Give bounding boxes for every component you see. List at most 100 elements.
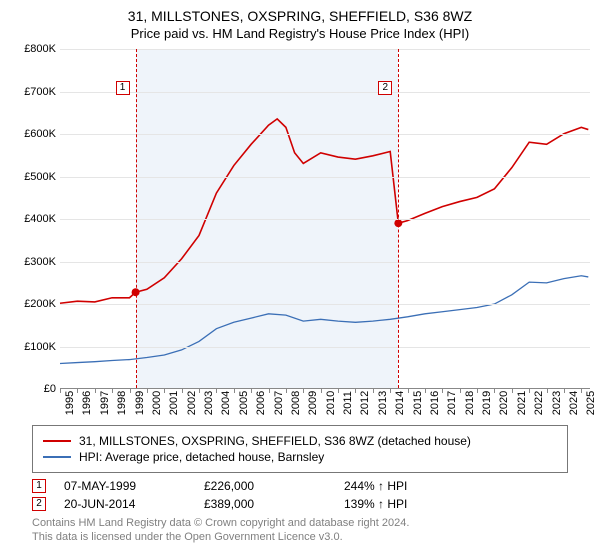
x-tick (564, 389, 565, 393)
x-tick (581, 389, 582, 393)
x-tick (77, 389, 78, 393)
event-vline (398, 49, 399, 388)
x-tick (199, 389, 200, 393)
x-tick-label: 2003 (203, 391, 215, 415)
x-tick (130, 389, 131, 393)
x-tick-label: 2001 (168, 391, 180, 415)
legend-swatch (43, 440, 71, 442)
series-hpi (60, 276, 588, 364)
x-tick (494, 389, 495, 393)
x-tick (147, 389, 148, 393)
x-tick-label: 2019 (481, 391, 493, 415)
y-tick-label: £100K (24, 341, 56, 353)
x-tick (216, 389, 217, 393)
gridline-h (60, 219, 590, 220)
gridline-h (60, 49, 590, 50)
x-tick (60, 389, 61, 393)
x-tick (112, 389, 113, 393)
x-tick (338, 389, 339, 393)
y-tick-label: £400K (24, 213, 56, 225)
x-tick-label: 2024 (568, 391, 580, 415)
x-tick-label: 2005 (238, 391, 250, 415)
x-tick (286, 389, 287, 393)
chart-title: 31, MILLSTONES, OXSPRING, SHEFFIELD, S36… (0, 8, 600, 24)
chart-area: £0£100K£200K£300K£400K£500K£600K£700K£80… (10, 49, 590, 419)
x-tick (373, 389, 374, 393)
transaction-delta: 244% ↑ HPI (344, 479, 484, 493)
x-tick-label: 2014 (394, 391, 406, 415)
x-tick (321, 389, 322, 393)
y-tick-label: £700K (24, 86, 56, 98)
x-tick (234, 389, 235, 393)
x-tick (269, 389, 270, 393)
y-tick-label: £800K (24, 43, 56, 55)
gridline-h (60, 304, 590, 305)
gridline-h (60, 92, 590, 93)
marker-label: 1 (116, 81, 130, 95)
x-tick (460, 389, 461, 393)
x-tick (355, 389, 356, 393)
transaction-date: 07-MAY-1999 (64, 479, 204, 493)
x-tick-label: 2017 (446, 391, 458, 415)
x-tick (512, 389, 513, 393)
gridline-h (60, 262, 590, 263)
series-property (60, 119, 588, 303)
y-tick-label: £200K (24, 298, 56, 310)
x-tick (529, 389, 530, 393)
x-tick-label: 2008 (290, 391, 302, 415)
x-tick (390, 389, 391, 393)
transaction-date: 20-JUN-2014 (64, 497, 204, 511)
x-tick-label: 2016 (429, 391, 441, 415)
event-vline (136, 49, 137, 388)
x-tick-label: 2020 (498, 391, 510, 415)
x-tick (425, 389, 426, 393)
x-tick-label: 2021 (516, 391, 528, 415)
x-tick-label: 2013 (377, 391, 389, 415)
x-tick (251, 389, 252, 393)
x-tick (408, 389, 409, 393)
x-tick-label: 2015 (412, 391, 424, 415)
x-tick-label: 1998 (116, 391, 128, 415)
x-tick-label: 2011 (342, 391, 354, 415)
x-tick (303, 389, 304, 393)
transaction-delta: 139% ↑ HPI (344, 497, 484, 511)
legend-item: HPI: Average price, detached house, Barn… (43, 450, 557, 464)
x-tick (442, 389, 443, 393)
y-tick-label: £300K (24, 256, 56, 268)
transaction-row: 1 07-MAY-1999£226,000244% ↑ HPI (32, 479, 568, 493)
transaction-marker: 2 (32, 497, 46, 511)
x-tick-label: 2000 (151, 391, 163, 415)
marker-label: 2 (378, 81, 392, 95)
x-tick (547, 389, 548, 393)
x-tick-label: 2023 (551, 391, 563, 415)
legend-swatch (43, 456, 71, 458)
gridline-h (60, 177, 590, 178)
footnote-line: Contains HM Land Registry data © Crown c… (32, 517, 568, 531)
legend: 31, MILLSTONES, OXSPRING, SHEFFIELD, S36… (32, 425, 568, 473)
x-tick-label: 2004 (220, 391, 232, 415)
y-tick-label: £500K (24, 171, 56, 183)
x-tick-label: 1997 (99, 391, 111, 415)
transaction-price: £226,000 (204, 479, 344, 493)
transaction-marker: 1 (32, 479, 46, 493)
legend-label: HPI: Average price, detached house, Barn… (79, 450, 324, 464)
plot-region: 12 (60, 49, 590, 389)
x-tick-label: 1995 (64, 391, 76, 415)
x-tick-label: 2012 (359, 391, 371, 415)
x-tick-label: 2009 (307, 391, 319, 415)
x-tick-label: 1999 (134, 391, 146, 415)
transaction-price: £389,000 (204, 497, 344, 511)
y-tick-label: £600K (24, 128, 56, 140)
x-tick (95, 389, 96, 393)
chart-subtitle: Price paid vs. HM Land Registry's House … (0, 26, 600, 41)
x-tick (477, 389, 478, 393)
transaction-row: 2 20-JUN-2014£389,000139% ↑ HPI (32, 497, 568, 511)
x-tick (164, 389, 165, 393)
x-tick-label: 2006 (255, 391, 267, 415)
x-tick-label: 2002 (186, 391, 198, 415)
x-tick-label: 2007 (273, 391, 285, 415)
x-tick-label: 2018 (464, 391, 476, 415)
footnote: Contains HM Land Registry data © Crown c… (32, 517, 568, 545)
x-tick-label: 2022 (533, 391, 545, 415)
chart-header: 31, MILLSTONES, OXSPRING, SHEFFIELD, S36… (0, 0, 600, 45)
